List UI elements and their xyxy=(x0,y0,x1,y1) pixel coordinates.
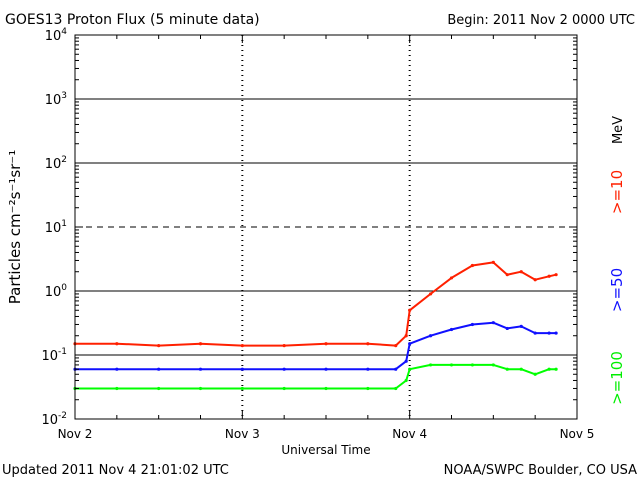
series-layer xyxy=(73,260,558,391)
series-point-2 xyxy=(491,363,495,367)
series-point-0 xyxy=(115,342,119,346)
series-point-2 xyxy=(324,386,328,391)
credit-label: NOAA/SWPC Boulder, CO USA xyxy=(444,463,637,478)
series-point-1 xyxy=(554,331,558,335)
series-point-0 xyxy=(157,344,161,348)
series-point-0 xyxy=(404,334,408,338)
x-tick-label: Nov 3 xyxy=(225,427,260,441)
series-point-2 xyxy=(404,378,408,383)
series-point-0 xyxy=(408,308,412,312)
series-point-1 xyxy=(408,342,412,346)
series-point-2 xyxy=(428,363,433,367)
y-tick-label: 102 xyxy=(45,155,67,172)
x-tick-label: Nov 5 xyxy=(560,427,595,441)
series-point-1 xyxy=(115,367,119,371)
series-point-1 xyxy=(324,367,328,371)
begin-label: Begin: 2011 Nov 2 0000 UTC xyxy=(447,13,635,28)
series-point-0 xyxy=(449,276,454,280)
series-point-2 xyxy=(470,363,475,367)
series-point-2 xyxy=(554,367,558,371)
legend-ge50: >=50 xyxy=(608,268,626,312)
series-point-0 xyxy=(394,344,398,348)
series-point-1 xyxy=(240,367,244,371)
series-point-1 xyxy=(519,324,523,328)
legend-ge100: >=100 xyxy=(608,351,626,405)
series-point-0 xyxy=(324,342,328,346)
series-point-2 xyxy=(519,367,523,371)
series-point-0 xyxy=(470,263,475,268)
x-axis-label: Universal Time xyxy=(281,443,370,457)
series-point-2 xyxy=(282,386,286,391)
series-point-0 xyxy=(491,260,495,264)
gridlines xyxy=(75,35,577,419)
x-tick-label: Nov 4 xyxy=(392,427,427,441)
series-point-1 xyxy=(547,331,551,335)
legend-ge10: >=10 xyxy=(608,170,626,214)
series-point-0 xyxy=(533,278,537,282)
series-point-2 xyxy=(533,372,537,376)
updated-timestamp: Updated 2011 Nov 4 21:01:02 UTC xyxy=(2,463,229,478)
series-point-0 xyxy=(554,273,558,277)
series-point-1 xyxy=(282,367,286,371)
y-tick-label: 10-1 xyxy=(41,347,67,364)
series-point-0 xyxy=(547,274,551,278)
series-point-1 xyxy=(428,334,433,338)
series-point-0 xyxy=(428,292,433,296)
x-tick-label: Nov 2 xyxy=(58,427,93,441)
series-point-0 xyxy=(240,344,244,348)
series-line-0 xyxy=(75,261,557,347)
series-point-1 xyxy=(404,359,408,363)
y-tick-label: 103 xyxy=(45,91,67,108)
series-point-1 xyxy=(491,321,495,325)
series-point-2 xyxy=(198,386,203,391)
series-point-1 xyxy=(394,367,398,371)
series-point-1 xyxy=(505,326,509,331)
chart-title: GOES13 Proton Flux (5 minute data) xyxy=(5,12,260,28)
series-point-2 xyxy=(240,386,244,391)
series-point-2 xyxy=(366,386,370,391)
series-point-2 xyxy=(394,386,398,391)
series-point-0 xyxy=(282,344,286,348)
series-point-2 xyxy=(449,363,454,367)
series-point-2 xyxy=(505,367,509,371)
y-tick-label: 104 xyxy=(45,27,68,44)
y-axis-label: Particles cm⁻²s⁻¹sr⁻¹ xyxy=(6,150,24,304)
series-point-2 xyxy=(157,386,161,391)
series-point-2 xyxy=(547,367,551,371)
series-point-0 xyxy=(198,342,203,346)
y-tick-label: 10-2 xyxy=(41,411,67,428)
series-point-1 xyxy=(470,322,475,327)
series-point-0 xyxy=(366,342,370,346)
series-point-1 xyxy=(533,331,537,335)
series-point-2 xyxy=(115,386,119,391)
series-point-2 xyxy=(408,367,412,371)
series-line-2 xyxy=(75,363,557,390)
axes: 10-2 10-1 100 101 102 103 104 Nov 2 Nov 3 Nov 4 No… xyxy=(41,27,594,441)
legend-units: MeV xyxy=(611,116,626,144)
plot-frame xyxy=(74,34,578,420)
series-point-1 xyxy=(198,367,203,371)
series-line-1 xyxy=(75,321,557,371)
series-point-0 xyxy=(505,273,509,277)
y-tick-label: 100 xyxy=(45,283,68,300)
series-point-0 xyxy=(519,270,523,274)
series-point-1 xyxy=(366,367,370,371)
series-point-1 xyxy=(157,367,161,371)
series-point-1 xyxy=(449,327,454,332)
y-tick-label: 101 xyxy=(45,219,67,236)
